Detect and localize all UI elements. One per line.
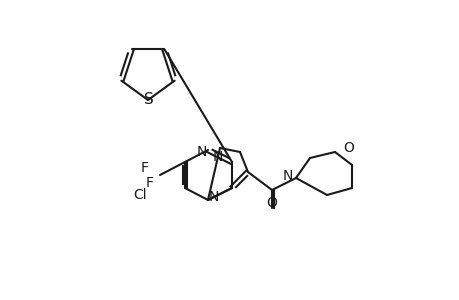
Text: N: N (208, 190, 218, 204)
Text: N: N (213, 150, 223, 164)
Text: O: O (266, 196, 277, 210)
Text: O: O (343, 141, 354, 155)
Text: Cl: Cl (133, 188, 146, 202)
Text: S: S (144, 92, 154, 106)
Text: N: N (196, 145, 207, 159)
Text: F: F (146, 176, 154, 190)
Text: N: N (282, 169, 292, 183)
Text: F: F (141, 161, 149, 175)
